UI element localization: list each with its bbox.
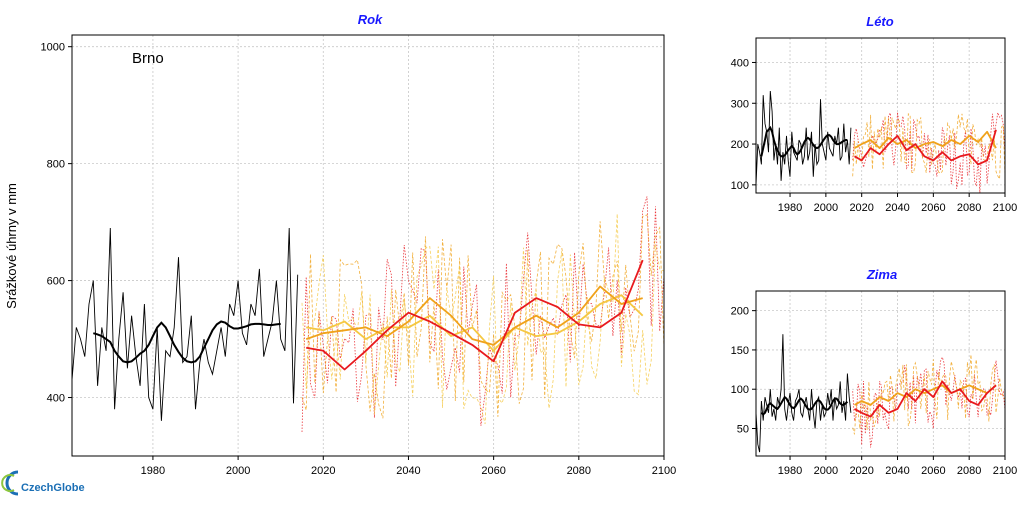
leto-model-smooth-1 — [854, 129, 997, 166]
zima-model-smooth-1 — [854, 380, 997, 418]
rok-xtick-label: 2020 — [311, 465, 335, 477]
rok-model-runs — [301, 196, 665, 433]
leto-ytick-label: 300 — [731, 98, 749, 110]
leto-model-smooth-0 — [854, 130, 997, 150]
leto-observed-line — [755, 90, 852, 185]
rok-xtick-label: 2000 — [226, 465, 250, 477]
rok-ytick-label: 1000 — [41, 42, 65, 54]
leto-ytick-label: 400 — [731, 57, 749, 69]
zima-xtick-label: 2100 — [993, 465, 1017, 477]
zima-model-runs — [852, 354, 1006, 448]
panel-leto: 1980 2000 2020 2040 2060 2080 2100 100 200 300 400… — [731, 14, 1018, 214]
logo-inner-arc-icon — [1, 474, 15, 492]
rok-title: Rok — [358, 12, 383, 27]
zima-xtick-label: 2060 — [921, 465, 945, 477]
rok-model-run-2 — [301, 213, 665, 425]
y-axis-label: Srážkové úhrny v mm — [4, 183, 19, 309]
rok-ytick-label: 800 — [47, 159, 65, 171]
leto-frame — [755, 37, 1006, 194]
zima-observed — [755, 334, 852, 453]
leto-xtick-label: 2000 — [814, 202, 838, 214]
rok-xtick-label: 2040 — [396, 465, 420, 477]
zima-xtick-label: 1980 — [778, 465, 802, 477]
rok-xtick-label: 2060 — [481, 465, 505, 477]
panel-zima: 1980 2000 2020 2040 2060 2080 210050100150200 … — [731, 267, 1018, 477]
zima-xtick-label: 2080 — [957, 465, 981, 477]
leto-grid — [756, 38, 1006, 193]
zima-observed-smooth — [760, 395, 849, 416]
rok-model-smooth-0 — [306, 294, 644, 352]
rok-frame — [71, 34, 665, 457]
rok-smooth-lines — [93, 259, 644, 371]
rok-model-run-0 — [301, 196, 665, 433]
zima-observed-line — [755, 334, 852, 453]
zima-xtick-label: 2040 — [885, 465, 909, 477]
zima-smooth-lines — [760, 380, 997, 418]
leto-model-runs — [852, 111, 1006, 194]
rok-model-run-1 — [301, 214, 665, 419]
zima-model-smooth-0 — [854, 384, 997, 406]
zima-ytick-label: 200 — [731, 306, 749, 318]
zima-model-run-1 — [852, 354, 1006, 435]
leto-model-run-1 — [852, 113, 1006, 181]
rok-xtick-label: 1980 — [141, 465, 165, 477]
rok-xtick-label: 2080 — [567, 465, 591, 477]
rok-ticks: 1980 2000 2020 2040 2060 2080 2100 400 600 800 100… — [41, 42, 677, 477]
leto-ytick-label: 200 — [731, 139, 749, 151]
zima-ticks: 1980 2000 2020 2040 2060 2080 2100 50 100 150 200 — [731, 306, 1018, 477]
zima-xtick-label: 2000 — [814, 465, 838, 477]
rok-model-smooth-2 — [306, 259, 644, 371]
rok-model-smooth-1 — [305, 285, 643, 346]
rok-grid — [72, 35, 665, 456]
rok-ytick-label: 400 — [47, 393, 65, 405]
zima-ytick-label: 100 — [731, 384, 749, 396]
leto-xtick-label: 2100 — [993, 202, 1017, 214]
leto-observed-smooth — [760, 125, 848, 158]
zima-grid — [756, 291, 1006, 456]
zima-ytick-label: 150 — [731, 345, 749, 357]
leto-ytick-label: 100 — [731, 180, 749, 192]
zima-title: Zima — [866, 267, 897, 282]
panel-rok: 1980 2000 2020 2040 2060 2080 2100 400 600 800 100… — [41, 12, 677, 477]
zima-ytick-label: 50 — [737, 424, 749, 436]
logo-text: CzechGlobe — [21, 482, 85, 494]
leto-xtick-label: 2020 — [849, 202, 873, 214]
zima-model-run-0 — [852, 356, 1006, 448]
leto-xtick-label: 2080 — [957, 202, 981, 214]
leto-smooth-lines — [760, 125, 997, 166]
zima-xtick-label: 2020 — [849, 465, 873, 477]
leto-title: Léto — [866, 14, 894, 29]
leto-xtick-label: 2040 — [885, 202, 909, 214]
station-label: Brno — [132, 50, 164, 67]
rok-ytick-label: 600 — [47, 276, 65, 288]
leto-ticks: 1980 2000 2020 2040 2060 2080 2100 100 200 300 400 — [731, 57, 1018, 214]
zima-frame — [755, 290, 1006, 457]
leto-xtick-label: 2060 — [921, 202, 945, 214]
leto-xtick-label: 1980 — [778, 202, 802, 214]
logo-arc-icon — [5, 470, 19, 496]
rok-observed-smooth — [93, 320, 281, 364]
leto-model-run-0 — [852, 111, 1006, 194]
logo: CzechGlobe — [1, 470, 85, 496]
rok-xtick-label: 2100 — [652, 465, 676, 477]
leto-observed — [755, 90, 852, 185]
